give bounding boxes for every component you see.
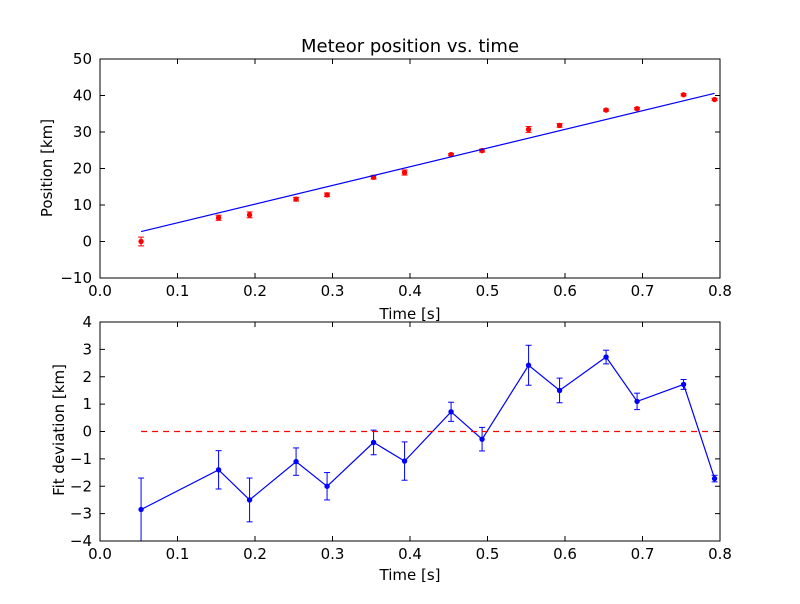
y-tick-label: −2 [70,477,92,495]
x-tick-label: 0.8 [708,545,732,563]
data-point [634,398,640,405]
data-point [556,122,563,129]
data-point [680,381,687,388]
x-tick-label: 0.0 [88,545,112,563]
y-tick-label: −4 [70,532,92,550]
data-point [246,497,253,503]
x-axis-label: Time [s] [379,566,441,584]
data-point [479,436,485,442]
y-tick-label: 0 [82,423,92,441]
data-point [401,458,408,464]
plot-area [138,344,718,541]
x-tick-label: 0.7 [631,545,655,563]
y-tick-label: 2 [82,368,92,386]
y-tick-label: 4 [82,313,92,331]
data-point [525,362,532,368]
data-point [293,196,299,202]
x-tick-label: 0.0 [88,282,112,300]
x-tick-label: 0.3 [321,545,345,563]
fit-line [140,92,715,233]
x-tick-label: 0.2 [243,545,267,563]
data-point [138,238,144,245]
position-chart: Meteor position vs. time Time [s] Positi… [38,36,732,323]
data-point [711,475,718,482]
x-tick-label: 0.1 [166,282,190,300]
x-tick-label: 0.4 [398,282,422,300]
x-tick-label: 0.4 [398,545,422,563]
data-point [324,483,330,489]
data-point [401,169,408,176]
data-point [680,92,687,98]
y-tick-label: 1 [82,395,92,413]
y-tick-label: 20 [73,160,92,178]
data-point [634,105,640,112]
data-point [603,354,609,360]
y-tick-label: 40 [73,87,92,105]
x-tick-label: 0.8 [708,282,732,300]
data-point [215,467,222,473]
data-point [370,439,377,446]
x-tick-label: 0.6 [553,545,577,563]
data-point [711,96,718,103]
y-tick-label: 0 [82,233,92,251]
y-tick-label: −1 [70,450,92,468]
plot-area [138,92,718,247]
deviation-chart: Time [s] Fit deviation [km] 0.0 0.1 0.2 0.3… [50,313,732,584]
x-tick-label: 0.5 [476,545,500,563]
y-axis-label: Fit deviation [km] [50,364,68,496]
x-tick-label: 0.6 [553,282,577,300]
y-tick-label: −10 [60,269,92,287]
data-point [246,212,253,218]
y-tick-label: 3 [82,340,92,358]
x-tick-label: 0.3 [321,282,345,300]
chart-title: Meteor position vs. time [301,36,519,57]
data-point [448,409,454,415]
x-tick-label: 0.5 [476,282,500,300]
y-tick-label: 50 [73,50,92,68]
data-point [138,506,144,513]
data-point [525,126,532,133]
plot-frame [99,58,721,279]
x-tick-label: 0.7 [631,282,655,300]
x-tick-label: 0.1 [166,545,190,563]
data-point [603,107,609,113]
x-axis-label: Time [s] [379,305,441,323]
data-point [324,192,330,198]
x-tick-label: 0.2 [243,282,267,300]
data-point [556,387,563,394]
deviation-line [140,356,716,511]
y-tick-label: 10 [73,196,92,214]
data-point [215,215,222,221]
y-axis-label: Position [km] [38,119,56,217]
y-tick-label: −3 [70,505,92,523]
data-point [293,458,299,465]
y-tick-label: 30 [73,123,92,141]
